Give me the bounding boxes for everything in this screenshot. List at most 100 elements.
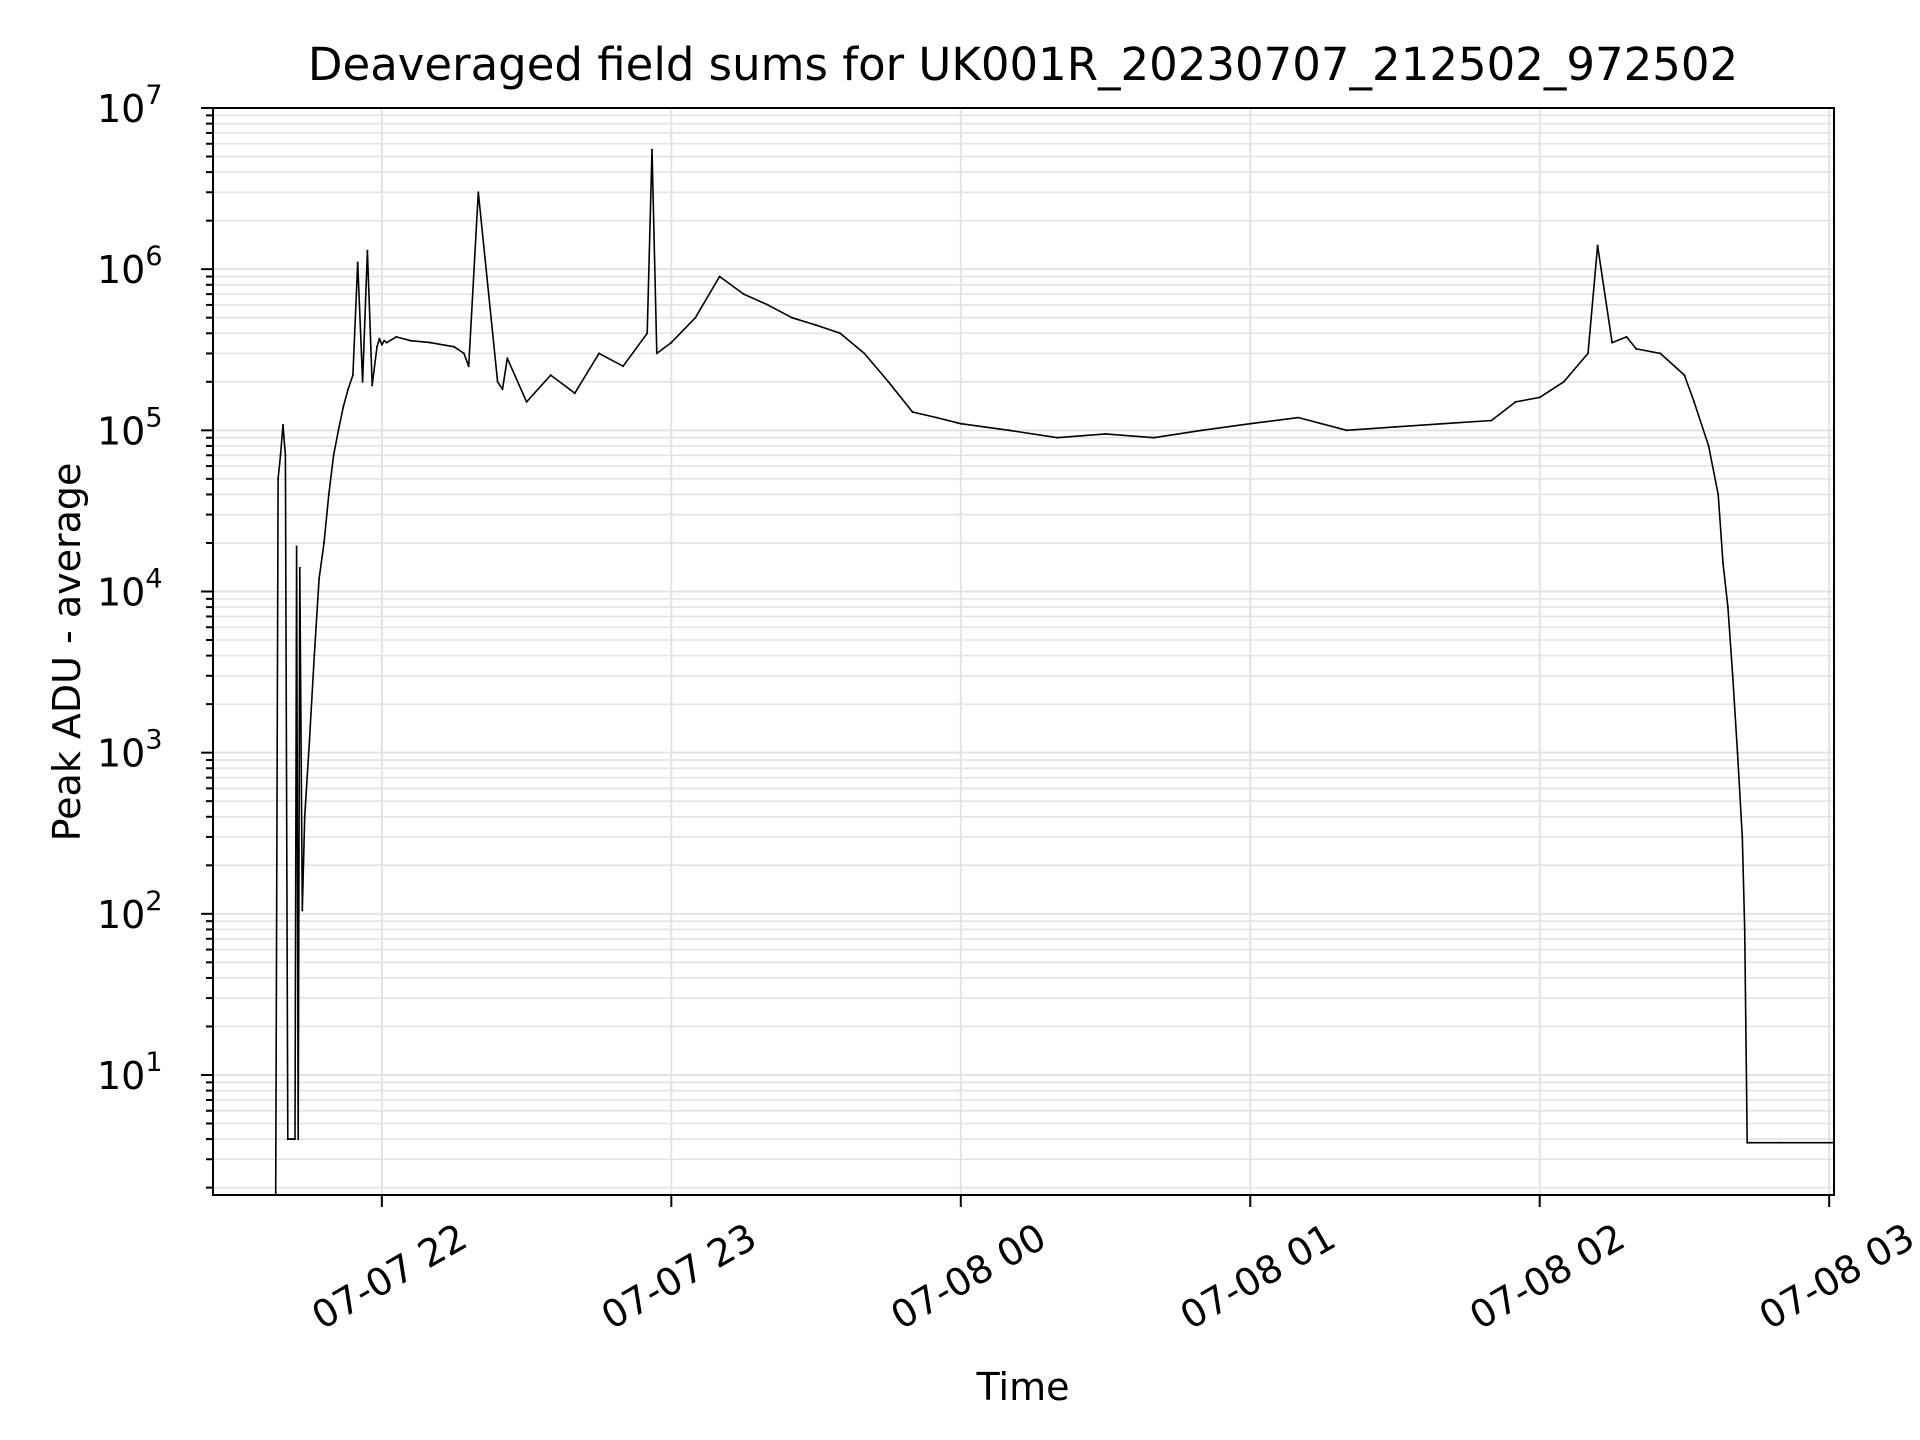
data-point — [342, 405, 345, 408]
data-point — [1659, 352, 1662, 355]
data-point — [429, 341, 432, 344]
data-point — [1008, 429, 1010, 432]
data-point — [598, 352, 600, 355]
x-tick-label: 07-08 00 — [883, 1215, 1053, 1339]
x-tick-label: 07-07 23 — [594, 1215, 764, 1339]
y-tick-label-base: 10 — [97, 248, 145, 292]
y-tick-label-exp: 3 — [145, 725, 162, 756]
data-point — [525, 400, 528, 403]
plot-frame — [212, 107, 1835, 1196]
x-tick-label: 07-08 01 — [1173, 1215, 1343, 1339]
y-tick-label: 101 — [97, 1047, 163, 1098]
data-point — [1707, 444, 1710, 447]
data-point — [383, 339, 386, 342]
data-point — [313, 654, 316, 657]
data-point — [1693, 400, 1696, 403]
data-point — [1201, 429, 1203, 432]
data-point — [318, 577, 321, 580]
data-point — [646, 332, 649, 335]
data-point — [327, 493, 330, 496]
y-tick-label-exp: 1 — [145, 1047, 162, 1078]
data-point — [279, 454, 282, 457]
data-point — [395, 335, 398, 338]
y-tick-label-exp: 6 — [145, 241, 162, 272]
data-point — [356, 261, 359, 264]
data-point — [766, 303, 769, 306]
chart-title: Deaveraged field sums for UK001R_2023070… — [308, 38, 1738, 91]
data-point — [361, 380, 364, 383]
y-tick-label-base: 10 — [97, 87, 145, 131]
data-point — [1056, 436, 1059, 439]
data-point — [1683, 374, 1686, 377]
x-axis: 07-07 22 07-07 23 07-08 00 07-08 01 07-08 02… — [304, 1195, 1920, 1338]
data-point — [1442, 422, 1445, 425]
data-point — [694, 316, 697, 319]
data-point — [295, 545, 298, 548]
data-point — [496, 380, 499, 383]
data-point — [742, 293, 745, 296]
data-point — [1743, 928, 1746, 931]
data-point — [1297, 416, 1300, 419]
data-point — [286, 1138, 289, 1141]
data-point — [303, 815, 306, 818]
data-point — [462, 352, 465, 355]
data-point — [385, 341, 388, 344]
data-point — [1748, 1141, 1751, 1144]
data-point — [1736, 751, 1739, 754]
data-point — [651, 148, 653, 151]
data-point — [376, 345, 378, 348]
x-tick-label: 07-08 03 — [1752, 1215, 1920, 1339]
x-tick-label: 07-07 22 — [304, 1215, 474, 1339]
y-tick-label-exp: 7 — [145, 80, 162, 111]
data-point — [1731, 674, 1734, 677]
y-tick-label: 105 — [97, 402, 163, 453]
data-point — [301, 909, 304, 912]
data-point — [1722, 562, 1724, 565]
data-point — [1625, 335, 1628, 338]
y-tick-label-base: 10 — [97, 409, 145, 453]
data-point — [1779, 1141, 1782, 1144]
y-tick-label-base: 10 — [97, 732, 145, 776]
data-point — [815, 324, 818, 327]
data-point — [1345, 429, 1348, 432]
data-point — [839, 332, 842, 335]
data-point — [380, 343, 383, 346]
data-point — [337, 429, 340, 432]
data-point — [409, 339, 412, 342]
data-point — [887, 380, 890, 383]
data-point — [718, 275, 721, 278]
data-point — [290, 1138, 293, 1141]
y-tick-label-exp: 4 — [145, 563, 162, 594]
data-point — [1751, 1141, 1753, 1144]
data-point — [1514, 400, 1517, 403]
data-point — [1104, 432, 1107, 435]
data-point — [655, 352, 658, 355]
data-series-line — [274, 149, 1834, 1196]
x-tick-label: 07-08 02 — [1462, 1215, 1632, 1339]
data-point — [1635, 347, 1638, 350]
data-point — [297, 1138, 300, 1141]
data-point — [323, 542, 325, 544]
data-layer — [274, 148, 1835, 1196]
data-point — [289, 1138, 292, 1141]
data-point — [298, 566, 301, 569]
data-point — [1596, 244, 1599, 247]
data-point — [1152, 436, 1155, 439]
data-point — [351, 374, 354, 377]
data-point — [670, 341, 673, 344]
data-point — [366, 249, 369, 252]
data-point — [332, 454, 335, 457]
y-tick-label: 103 — [97, 725, 163, 776]
data-point — [371, 384, 374, 387]
y-tick-label: 102 — [97, 886, 163, 937]
data-point — [501, 388, 504, 391]
data-point — [292, 1138, 295, 1141]
y-tick-label-base: 10 — [97, 893, 145, 937]
data-point — [282, 423, 284, 426]
data-point — [284, 454, 287, 457]
data-point — [378, 337, 381, 340]
data-point — [506, 357, 509, 360]
grid-layer — [213, 107, 1834, 1195]
data-point — [1611, 341, 1614, 344]
